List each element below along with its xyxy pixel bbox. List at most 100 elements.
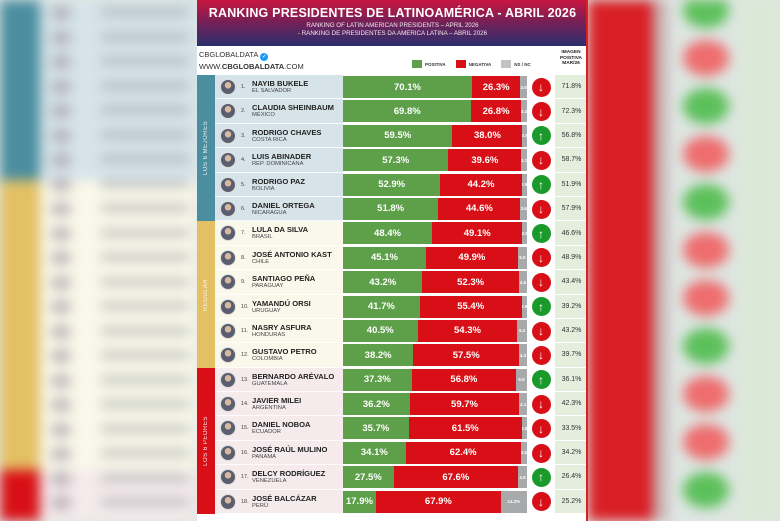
bg-row: [40, 245, 197, 270]
bg-text-blob: [100, 204, 190, 212]
brand-url[interactable]: WWW.CBGLOBALDATA.COM: [199, 62, 304, 71]
arrow-up-icon: ↑: [531, 175, 551, 195]
bg-blob: [50, 471, 72, 486]
negative-segment: 59.7%: [409, 393, 520, 416]
avatar: [220, 103, 236, 120]
bg-row: [40, 319, 197, 344]
section-1: REGULAR 7. LULA DA SILVA BRASIL 48.4% 49.1% 2.…: [197, 221, 588, 368]
section-label: LOS 6 PEORES: [197, 367, 215, 515]
bg-text-blob: [100, 375, 190, 384]
president-cell: 1. NAYIB BUKELE EL SALVADOR: [215, 75, 343, 100]
bg-text-blob: [100, 498, 190, 506]
bg-text-blob: [100, 130, 190, 139]
president-cell: 14. JAVIER MILEI ARGENTINA: [215, 392, 343, 417]
bg-row: [40, 49, 197, 74]
previous-positive-image: 26.4%: [555, 465, 588, 490]
nsnc-segment: 2.9: [521, 295, 527, 318]
previous-positive-image: 36.1%: [555, 367, 588, 393]
table-row: 8. JOSÉ ANTONIO KAST CHILE 45.1% 49.9% 5.0 ↓ 48…: [215, 245, 588, 271]
approval-bar: 17.9% 67.9% 14.2%: [343, 490, 527, 513]
country: ARGENTINA: [252, 405, 286, 412]
bg-blob: [50, 275, 72, 290]
table-row: 6. DANIEL ORTEGA NICARAGUA 51.8% 44.6% 3.6 ↓ 57…: [215, 196, 588, 222]
country: PARAGUAY: [252, 283, 284, 290]
negative-segment: 26.3%: [471, 76, 521, 98]
bg-row: [40, 25, 197, 50]
bg-blob: [50, 496, 72, 510]
avatar: [220, 176, 236, 193]
country: BOLIVIA: [252, 185, 275, 192]
avatar: [220, 469, 236, 486]
president-name: JOSÉ BALCÁZAR: [252, 493, 317, 503]
previous-positive-image: 57.9%: [555, 196, 588, 222]
nsnc-segment: 5.9: [516, 368, 527, 391]
approval-bar: 59.5%38.0%2.5: [343, 124, 527, 147]
president-cell: 3. RODRIGO CHAVES COSTA RICA: [215, 123, 343, 149]
url-bold: CBGLOBALDATA: [221, 62, 285, 71]
president-cell: 15. DANIEL NOBOA ECUADOR: [215, 416, 343, 441]
approval-bar: 52.9% 44.2% 2.9: [343, 173, 527, 196]
bg-blob: [50, 79, 72, 94]
ranking-card: RANKING PRESIDENTES DE LATINOAMÉRICA - A…: [197, 0, 588, 521]
section-rows: 1. NAYIB BUKELE EL SALVADOR 70.1% 26.3% 3.6 ↓ 7…: [215, 75, 588, 222]
nsnc-segment: 5.2: [517, 319, 527, 342]
positive-segment: 48.4%: [343, 222, 433, 245]
president-name: SANTIAGO PEÑA: [252, 274, 316, 284]
legend-positive: POSITIVA: [412, 60, 446, 68]
country: PERÚ: [252, 502, 269, 509]
brand-name: CBGLOBALDATA ✓: [199, 50, 269, 61]
positive-segment: 69.8%: [343, 100, 472, 123]
approval-bar: 43.2% 52.3% 4.5: [343, 271, 527, 294]
negative-segment: 57.5%: [413, 344, 520, 367]
previous-positive-image: 72.3%: [555, 99, 588, 124]
president-name: JAVIER MILEI: [252, 396, 302, 406]
trend-cell: ↓: [527, 148, 555, 173]
nsnc-segment: 4.5: [518, 271, 527, 294]
president-name: DANIEL NOBOA: [252, 420, 311, 430]
subtitle-portuguese: - RANKING DE PRESIDENTES DA AMÉRICA LATI…: [297, 30, 488, 37]
bg-row: [40, 0, 197, 25]
url-suffix: .COM: [284, 62, 304, 71]
president-name: DELCY RODRÍGUEZ: [252, 469, 326, 479]
negative-segment: 39.6%: [448, 149, 522, 172]
trend-cell: ↓: [527, 392, 555, 417]
bg-text-blob: [100, 155, 190, 163]
page-title: RANKING PRESIDENTES DE LATINOAMÉRICA - A…: [208, 6, 577, 20]
avatar: [220, 420, 236, 437]
bg-text-blob: [100, 179, 190, 188]
negative-segment: 44.6%: [438, 197, 521, 220]
negative-segment: 56.8%: [411, 368, 517, 391]
country: COLOMBIA: [252, 356, 283, 363]
previous-positive-image: 48.9%: [555, 245, 588, 271]
trend-cell: ↓: [527, 75, 555, 100]
previous-positive-image: 71.8%: [555, 75, 588, 100]
previous-positive-image: 58.7%: [555, 148, 588, 173]
nsnc-segment: 2.8: [521, 417, 527, 440]
bg-blob: [50, 6, 72, 20]
positive-segment: 51.8%: [343, 197, 439, 220]
table-row: 15. DANIEL NOBOA ECUADOR 35.7% 61.5% 2.8 ↓ 33.5…: [215, 416, 588, 441]
bg-blob: [50, 447, 72, 461]
negative-segment: 61.5%: [408, 417, 522, 440]
section-2: LOS 6 PEORES 13. BERNARDO ARÉVALO GUATEMALA…: [197, 367, 588, 515]
approval-bar: 70.1% 26.3% 3.6: [343, 76, 527, 98]
positive-segment: 57.3%: [343, 149, 449, 172]
nsnc-segment: 14.2%: [500, 490, 527, 513]
rank: 1.: [241, 84, 246, 90]
president-cell: 8. JOSÉ ANTONIO KAST CHILE: [215, 245, 343, 271]
approval-bar: 35.7% 61.5% 2.8: [343, 417, 527, 440]
avatar: [220, 347, 236, 364]
bg-text-blob: [100, 277, 190, 286]
country: BRASIL: [252, 234, 273, 241]
approval-bar: 41.7% 55.4% 2.9: [343, 295, 527, 318]
approval-bar: 48.4%49.1%2.5: [343, 222, 527, 245]
president-cell: 18. JOSÉ BALCÁZAR PERÚ: [215, 489, 343, 515]
arrow-down-icon: ↓: [531, 345, 551, 365]
bg-text-blob: [100, 81, 190, 90]
legend-nsnc: NS / NC: [501, 60, 531, 68]
positive-segment: 43.2%: [343, 271, 423, 294]
president-name: YAMANDÚ ORSI: [252, 298, 311, 308]
nsnc-segment: 2.9: [521, 173, 527, 196]
table-row: 4. LUIS ABINADER REP. DOMINICANA 57.3% 39.6%…: [215, 148, 588, 173]
positive-segment: 38.2%: [343, 344, 414, 367]
